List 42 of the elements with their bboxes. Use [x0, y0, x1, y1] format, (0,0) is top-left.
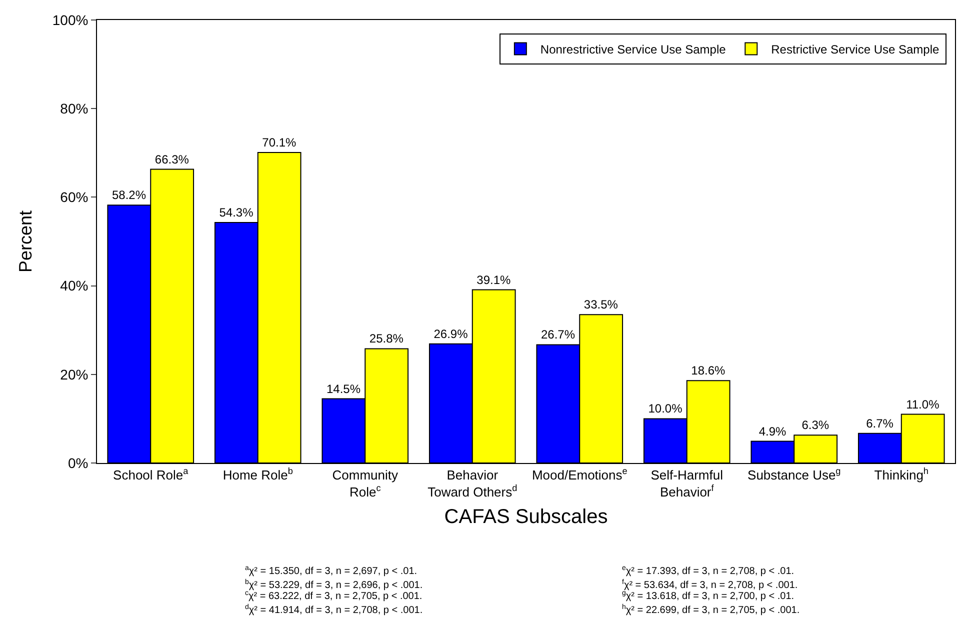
data-label: 54.3% [219, 205, 254, 220]
y-tick-label: 100% [52, 12, 88, 28]
text: $^{a}$χ² = 15.350, df = 3, n = 2,697, p < .01. [245, 565, 418, 578]
y-axis-title: Percent [16, 210, 36, 273]
data-label: 58.2% [112, 188, 146, 202]
data-label: 10.0% [648, 402, 683, 416]
legend-label: Nonrestrictive Service Use Sample [540, 42, 726, 56]
data-label: 39.1% [476, 272, 512, 287]
text: $^{e}$χ² = 17.393, df = 3, n = 2,708, p < .01. [622, 565, 794, 578]
y-tick-label: 20% [60, 366, 88, 382]
data-label: 6.7% [866, 416, 894, 430]
data-label: 70.1% [262, 135, 297, 150]
data-label: 11.0% [906, 397, 940, 412]
text: $^{d}$χ² = 41.914, df = 3, n = 2,708, p < .001. [245, 603, 423, 616]
y-tick-label: 60% [60, 189, 88, 206]
text: $^{c}$χ² = 63.222, df = 3, n = 2,705, p < .001. [245, 590, 422, 602]
x-tick-label: Mood/Emotions$^{e}$ [532, 466, 628, 483]
x-tick-label: Self-Harmful Behavior$^{f}$ [650, 468, 724, 500]
x-tick-label: School Role$^{a}$ [113, 466, 190, 483]
y-tick-label: 40% [60, 278, 88, 294]
data-label: 66.3% [154, 152, 190, 166]
data-label: 6.3% [802, 418, 830, 432]
x-axis-title: CAFAS Subscales [444, 506, 608, 528]
x-tick-label: Substance Use$^{g}$ [748, 466, 841, 483]
data-label: 14.5% [326, 382, 361, 396]
data-label: 26.7% [541, 328, 576, 342]
text: $^{h}$χ² = 22.699, df = 3, n = 2,705, p < .001. [622, 603, 800, 616]
data-label: 4.9% [758, 424, 787, 438]
x-tick-label: Thinking$^{h}$ [874, 466, 928, 483]
y-tick-label: 80% [60, 100, 88, 116]
text: $^{b}$χ² = 53.229, df = 3, n = 2,696, p < .001. [245, 578, 423, 592]
x-tick-label: Behavior Toward Others$^{d}$ [428, 468, 518, 500]
x-tick-label: Community Role$^{c}$ [332, 468, 398, 500]
text: $^{g}$χ² = 13.618, df = 3, n = 2,700, p < .01. [622, 590, 794, 602]
data-label: 26.9% [434, 326, 468, 341]
x-tick-label: Home Role$^{b}$ [222, 466, 293, 483]
data-label: 18.6% [691, 364, 726, 378]
legend-label: Restrictive Service Use Sample [771, 42, 940, 56]
data-label: 33.5% [584, 298, 618, 312]
data-label: 25.8% [369, 332, 404, 346]
text: $^{f}$χ² = 53.634, df = 3, n = 2,708, p < .001. [622, 578, 798, 592]
y-tick-label: 0% [68, 454, 88, 471]
